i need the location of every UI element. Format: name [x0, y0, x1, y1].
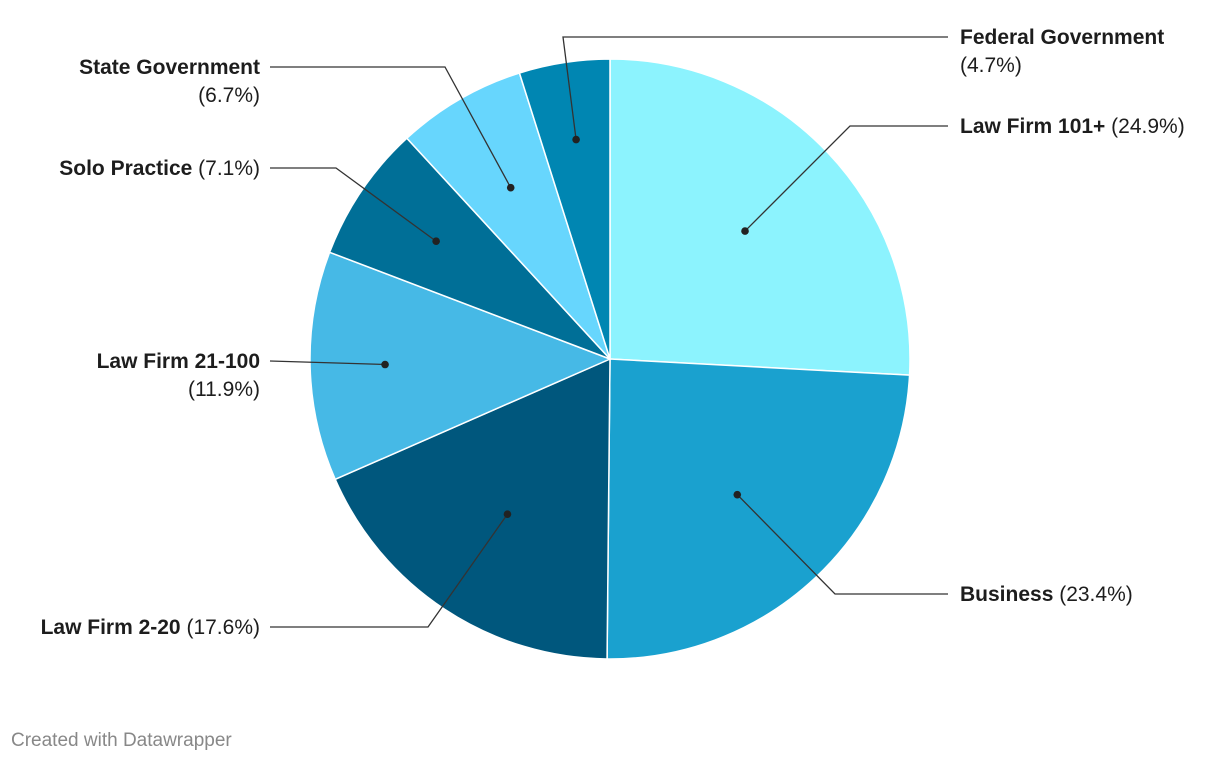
anchor-dot-business: [733, 490, 742, 499]
category-label-law-firm-21-100: Law Firm 21-100: [97, 350, 260, 373]
pie-slice-law-firm-101: [609, 58, 911, 376]
value-label-law-firm-21-100: (11.9%): [188, 378, 260, 401]
category-label-solo-practice: Solo Practice: [59, 157, 192, 180]
leader-line-law-firm-21-100: [269, 360, 386, 366]
value-label-federal-government: (4.7%): [960, 54, 1022, 77]
leader-line-business: [736, 494, 948, 595]
anchor-dot-law-firm-2-20: [503, 510, 512, 518]
slices-layer: [309, 58, 911, 660]
anchor-dot-law-firm-101: [741, 227, 749, 235]
leader-lines-layer: [269, 36, 948, 628]
labels-layer: Law Firm 101+ (24.9%) Business (23.4%) Law…: [41, 26, 1185, 639]
category-label-business: Business: [960, 583, 1053, 606]
pie-slice-federal-government: [518, 58, 611, 360]
pie-slice-law-firm-21-100: [309, 251, 611, 481]
data-label-federal-government: Federal Government (4.7%): [960, 26, 1164, 77]
pie-slice-solo-practice: [328, 137, 611, 360]
leader-line-law-firm-101: [744, 125, 948, 232]
leader-line-federal-government: [562, 36, 948, 140]
pie-slice-state-government: [406, 72, 611, 360]
value-label-business: (23.4%): [1053, 583, 1132, 606]
data-label-law-firm-2-20: Law Firm 2-20 (17.6%): [41, 616, 260, 639]
data-label-business: Business (23.4%): [960, 583, 1133, 606]
anchor-dot-solo-practice: [432, 237, 440, 246]
anchor-dot-state-government: [506, 183, 515, 192]
anchor-dot-law-firm-21-100: [381, 360, 389, 369]
category-label-law-firm-101: Law Firm 101+: [960, 115, 1105, 138]
data-label-state-government: State Government (6.7%): [79, 56, 260, 107]
category-label-state-government: State Government: [79, 56, 260, 79]
leader-line-law-firm-2-20: [270, 513, 508, 628]
pie-slice-business: [606, 358, 911, 660]
value-label-state-government: (6.7%): [198, 84, 260, 107]
data-label-law-firm-101: Law Firm 101+ (24.9%): [960, 115, 1185, 138]
value-label-law-firm-101: (24.9%): [1105, 115, 1184, 138]
anchor-dot-federal-government: [572, 135, 580, 144]
pie-slice-law-firm-2-20: [334, 358, 611, 660]
footer-credit: Created with Datawrapper: [11, 730, 232, 751]
value-label-solo-practice: (7.1%): [192, 157, 260, 180]
category-label-federal-government: Federal Government: [960, 26, 1164, 49]
value-label-law-firm-2-20: (17.6%): [181, 616, 260, 639]
data-label-law-firm-21-100: Law Firm 21-100 (11.9%): [97, 350, 260, 401]
leader-line-solo-practice: [270, 167, 437, 242]
leader-line-state-government: [270, 66, 512, 188]
data-label-solo-practice: Solo Practice (7.1%): [59, 157, 260, 180]
category-label-law-firm-2-20: Law Firm 2-20: [41, 616, 181, 639]
